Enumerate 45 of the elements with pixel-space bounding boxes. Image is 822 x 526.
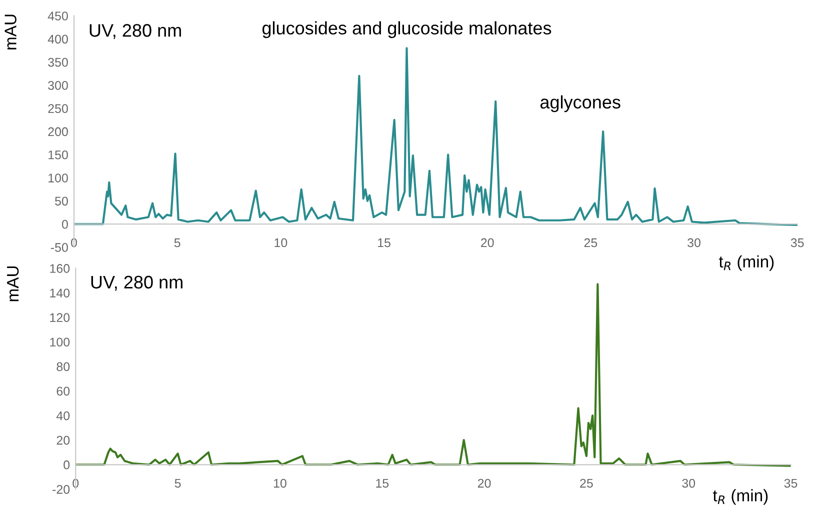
annotation: aglycones: [540, 95, 620, 112]
y-axis-title: mAU: [7, 266, 19, 302]
y-tick-label: 140: [50, 288, 70, 298]
y-tick-label: 20: [56, 436, 70, 445]
x-axis-title: t$_{R}$ (min): [712, 489, 768, 505]
x-tick-label: 15: [376, 478, 389, 488]
x-tick-label: 20: [481, 238, 494, 248]
x-tick-label: 30: [688, 238, 700, 248]
x-tick-label: 20: [478, 478, 491, 488]
y-tick-label: 120: [50, 313, 70, 322]
annotation: UV, 280 nm: [91, 276, 182, 291]
x-tick-label: 0: [72, 478, 79, 488]
x-tick-label: 35: [790, 238, 804, 248]
y-tick-label: 200: [48, 127, 68, 136]
y-tick-label: 250: [48, 104, 68, 114]
x-tick-label: 10: [274, 238, 288, 248]
x-tick-label: 5: [174, 478, 181, 488]
y-tick-label: 400: [48, 34, 68, 44]
y-axis-title: mAU: [4, 14, 16, 50]
y-tick-label: 0: [64, 460, 70, 470]
x-tick-label: 25: [584, 238, 598, 248]
line-series: [74, 47, 798, 226]
y-tick-label: 40: [56, 411, 70, 420]
y-tick-label: 160: [50, 264, 70, 273]
x-tick-label: 25: [580, 478, 593, 488]
y-tick-label: 60: [56, 386, 70, 396]
annotation: glucosides and glucoside malonates: [262, 21, 552, 38]
annotation: UV, 280 nm: [90, 24, 181, 39]
y-tick-label: 150: [48, 150, 68, 160]
x-tick-label: 15: [378, 238, 390, 248]
y-tick-label: 50: [55, 196, 68, 206]
y-tick-label: -50: [50, 243, 68, 252]
y-tick-label: 80: [56, 362, 70, 372]
y-tick-label: -20: [52, 484, 70, 494]
x-tick-label: 10: [274, 478, 286, 488]
y-tick-label: 100: [50, 338, 70, 347]
x-axis-title: t$_{R}$ (min): [718, 255, 774, 271]
x-tick-label: 5: [174, 238, 180, 248]
x-tick-label: 30: [682, 478, 696, 488]
y-tick-label: 450: [48, 12, 68, 20]
y-tick-label: 300: [48, 81, 68, 90]
y-tick-label: 350: [48, 58, 68, 67]
x-tick-label: 35: [784, 478, 798, 488]
y-tick-label: 0: [62, 220, 68, 229]
y-tick-label: 100: [48, 174, 68, 182]
